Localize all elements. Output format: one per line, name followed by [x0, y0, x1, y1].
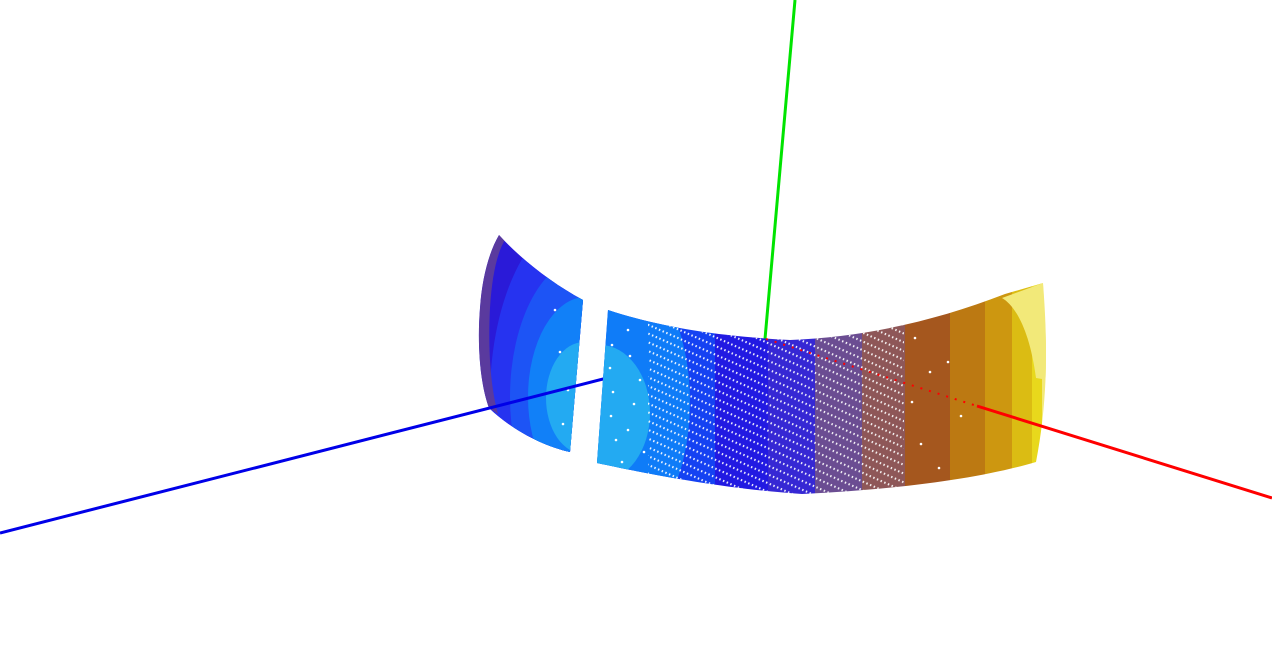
contour-band-outer-edge-purple — [478, 235, 506, 414]
contour-band-pale-yellow-rim — [1042, 283, 1047, 494]
contour-band-light-blue — [528, 297, 583, 452]
contour-band-orange-brown — [950, 283, 985, 494]
x-axis-line-occluded — [765, 338, 978, 407]
contour-band-pale-yellow-tip — [1002, 283, 1047, 380]
contour-band-cyan-minimum — [546, 342, 583, 452]
contour-band-orange-gold — [985, 283, 1012, 494]
x-axis-line — [976, 404, 1272, 500]
y-axis-line — [763, 0, 797, 340]
z-axis-line — [0, 376, 608, 535]
contour-band-yellow — [1032, 283, 1042, 494]
